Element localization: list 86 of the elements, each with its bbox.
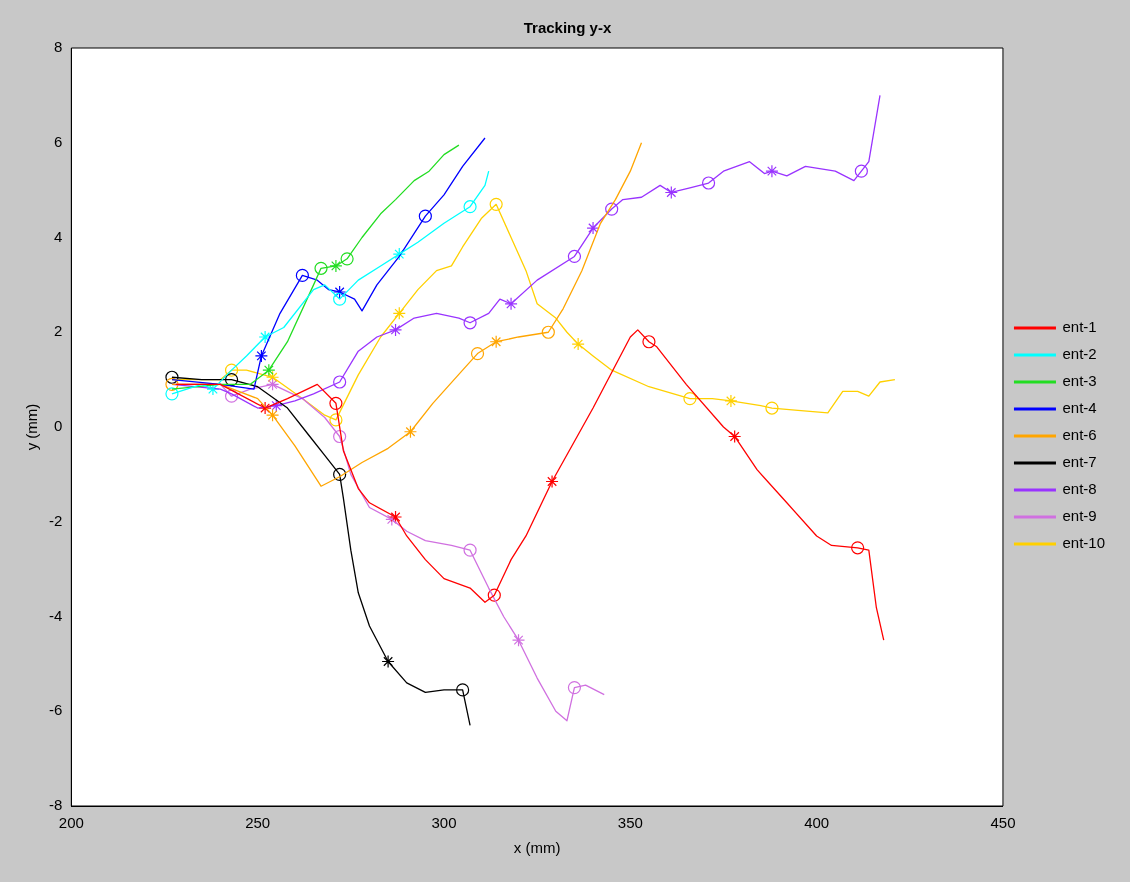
point — [854, 164, 868, 178]
point — [269, 399, 283, 413]
point — [258, 330, 272, 344]
point — [340, 252, 354, 266]
point — [392, 247, 406, 261]
legend-label: ent-7 — [1062, 453, 1097, 471]
point — [463, 543, 477, 557]
legend-label: ent-2 — [1062, 345, 1097, 363]
y-tick-label: 0 — [53, 417, 63, 435]
point — [504, 297, 518, 311]
point — [265, 408, 280, 422]
point — [262, 363, 276, 377]
point — [165, 377, 179, 391]
y-tick-label: 2 — [53, 322, 63, 340]
x-tick-label: 200 — [58, 814, 84, 832]
point — [224, 363, 239, 377]
y-tick-label: -8 — [48, 796, 63, 814]
x-tick-label: 400 — [804, 814, 830, 832]
point — [724, 394, 738, 408]
legend-label: ent-4 — [1062, 399, 1097, 417]
point — [456, 683, 470, 697]
point — [333, 285, 347, 299]
point — [545, 474, 559, 489]
x-tick-label: 350 — [617, 814, 643, 832]
point — [642, 335, 656, 349]
point — [664, 185, 678, 200]
legend-label: ent-6 — [1062, 426, 1097, 444]
point — [605, 202, 619, 216]
point — [463, 316, 477, 330]
point — [329, 259, 343, 273]
point — [388, 510, 403, 524]
point — [165, 370, 179, 384]
point — [165, 387, 179, 401]
point — [418, 209, 432, 223]
x-tick-label: 300 — [431, 814, 457, 832]
point — [511, 633, 526, 647]
point — [329, 413, 343, 427]
point — [470, 346, 485, 361]
point — [463, 200, 477, 214]
point — [403, 425, 418, 439]
point — [701, 176, 716, 190]
point — [489, 335, 503, 349]
y-axis-title: y (mm) — [23, 403, 41, 451]
legend-label: ent-10 — [1062, 534, 1106, 552]
point — [224, 389, 239, 403]
x-tick-label: 250 — [245, 814, 271, 832]
x-axis-title: x (mm) — [513, 839, 561, 857]
point — [265, 377, 280, 391]
point — [586, 221, 600, 235]
point — [571, 337, 585, 351]
point — [265, 370, 280, 384]
point — [295, 268, 309, 282]
point — [683, 391, 697, 406]
point — [388, 323, 403, 337]
point — [567, 680, 582, 695]
point — [314, 261, 328, 275]
point — [487, 588, 501, 602]
point — [392, 306, 406, 320]
chart-title: Tracking y-x — [523, 19, 612, 37]
point — [333, 429, 347, 444]
point — [381, 654, 395, 669]
y-tick-label: 6 — [53, 132, 63, 150]
point — [728, 429, 742, 444]
point — [765, 401, 779, 415]
legend-label: ent-1 — [1062, 318, 1097, 336]
legend-label: ent-9 — [1062, 507, 1097, 525]
point — [333, 467, 347, 481]
y-tick-label: -2 — [48, 511, 63, 529]
point — [333, 375, 347, 389]
legend-label: ent-3 — [1062, 372, 1097, 390]
point — [765, 164, 779, 178]
y-tick-label: -6 — [48, 701, 63, 719]
y-tick-label: 8 — [53, 38, 63, 56]
point — [333, 292, 347, 306]
point — [489, 197, 503, 211]
point — [258, 401, 272, 415]
point — [541, 325, 555, 339]
y-tick-label: 4 — [53, 227, 63, 245]
x-tick-label: 450 — [990, 814, 1016, 832]
point — [567, 249, 582, 264]
y-tick-label: -4 — [48, 606, 63, 624]
point — [329, 396, 343, 410]
point — [851, 541, 865, 555]
point — [254, 349, 268, 363]
legend-label: ent-8 — [1062, 480, 1097, 498]
point — [224, 373, 239, 387]
